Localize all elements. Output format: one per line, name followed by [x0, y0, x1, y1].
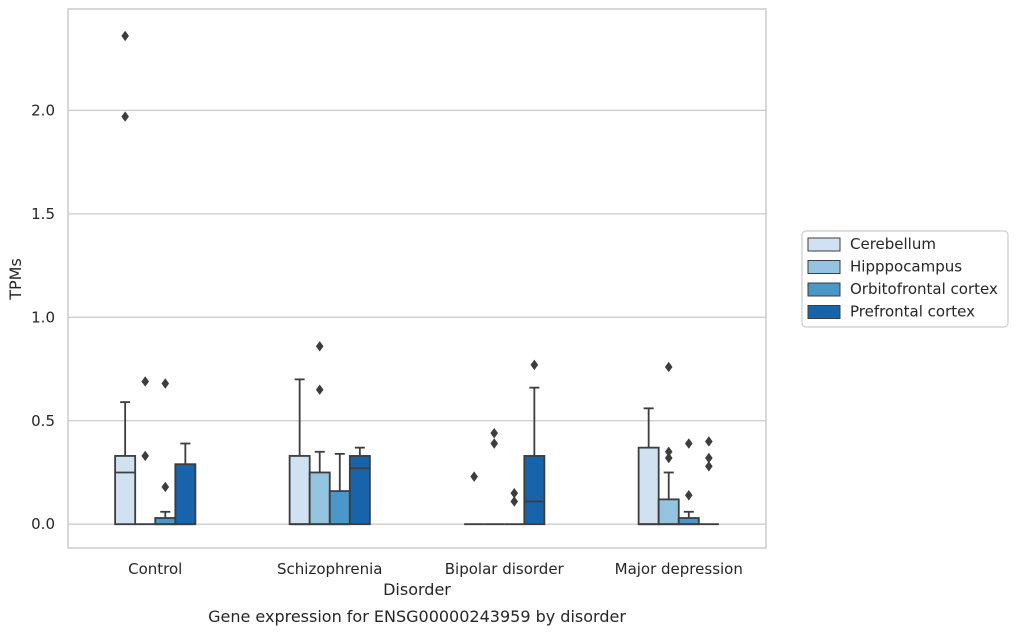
- outlier-point: [141, 376, 150, 387]
- y-axis-title: TPMs: [6, 258, 25, 301]
- outlier-point: [684, 490, 693, 501]
- outlier-point: [705, 436, 713, 447]
- box-group: [135, 376, 156, 526]
- box-group: [698, 436, 719, 526]
- y-tick-labels: 0.0 0.5 1.0 1.5 2.0: [31, 101, 55, 533]
- box-group: [288, 378, 311, 526]
- legend-label: Orbitofrontal cortex: [850, 280, 998, 298]
- outlier-point: [141, 450, 150, 462]
- box-group: [154, 378, 177, 526]
- plot-marks: [114, 30, 719, 526]
- y-tick-label: 0.0: [31, 515, 55, 533]
- outlier-point: [664, 452, 673, 464]
- box-group: [637, 407, 660, 526]
- chart-caption: Gene expression for ENSG00000243959 by d…: [208, 607, 626, 626]
- outlier-point: [684, 438, 693, 449]
- outlier-point: [121, 30, 129, 42]
- outlier-point: [530, 359, 539, 371]
- box: [637, 446, 660, 526]
- box-group: [657, 361, 680, 526]
- x-tick-label: Control: [128, 560, 182, 578]
- x-axis-title: Disorder: [383, 580, 451, 599]
- box: [677, 517, 700, 526]
- box-group: [484, 427, 505, 526]
- legend-swatch: [807, 260, 841, 274]
- box-group: [464, 471, 485, 526]
- legend: Cerebellum Hipppocampus Orbitofrontal cort…: [801, 230, 1009, 328]
- box-group: [677, 438, 700, 526]
- x-tick-label: Schizophrenia: [277, 560, 382, 578]
- box-group: [348, 446, 371, 526]
- x-tick-label: Bipolar disorder: [445, 560, 565, 578]
- outlier-point: [161, 378, 170, 389]
- legend-label: Cerebellum: [850, 235, 936, 253]
- box: [523, 455, 546, 526]
- x-tick-labels: Control Schizophrenia Bipolar disorder Majo…: [128, 560, 743, 578]
- outlier-point: [470, 471, 478, 482]
- y-tick-label: 1.0: [31, 308, 55, 326]
- box: [657, 498, 680, 526]
- box-group: [523, 359, 546, 526]
- outlier-point: [121, 111, 129, 122]
- box: [174, 463, 197, 526]
- box: [154, 517, 177, 526]
- box-group: [328, 452, 351, 526]
- x-tick-label: Major depression: [615, 560, 743, 578]
- legend-label: Prefrontal cortex: [850, 303, 975, 321]
- box-group: [114, 30, 137, 526]
- outlier-point: [705, 452, 713, 464]
- outlier-point: [161, 481, 170, 493]
- box-group: [504, 487, 525, 526]
- y-tick-label: 2.0: [31, 101, 55, 119]
- box: [348, 455, 371, 526]
- legend-frame: [801, 230, 1009, 328]
- legend-swatch: [807, 237, 841, 252]
- outlier-point: [315, 341, 324, 352]
- outlier-point: [315, 384, 324, 395]
- box-group: [174, 442, 197, 526]
- legend-swatch: [807, 282, 841, 297]
- box: [288, 455, 311, 526]
- outlier-point: [664, 361, 673, 373]
- box: [328, 490, 351, 526]
- y-tick-label: 1.5: [31, 205, 55, 223]
- box: [114, 455, 137, 526]
- outlier-point: [510, 487, 519, 499]
- box-group: [308, 341, 331, 526]
- outlier-point: [490, 438, 499, 449]
- grid-lines: [68, 109, 766, 525]
- outlier-point: [510, 496, 519, 507]
- y-tick-label: 0.5: [31, 412, 55, 430]
- outlier-point: [490, 427, 499, 439]
- box: [308, 471, 331, 526]
- plot-frame: [67, 8, 767, 549]
- legend-swatch: [807, 305, 841, 319]
- outlier-point: [664, 446, 673, 457]
- legend-label: Hipppocampus: [850, 258, 962, 276]
- outlier-point: [705, 461, 713, 472]
